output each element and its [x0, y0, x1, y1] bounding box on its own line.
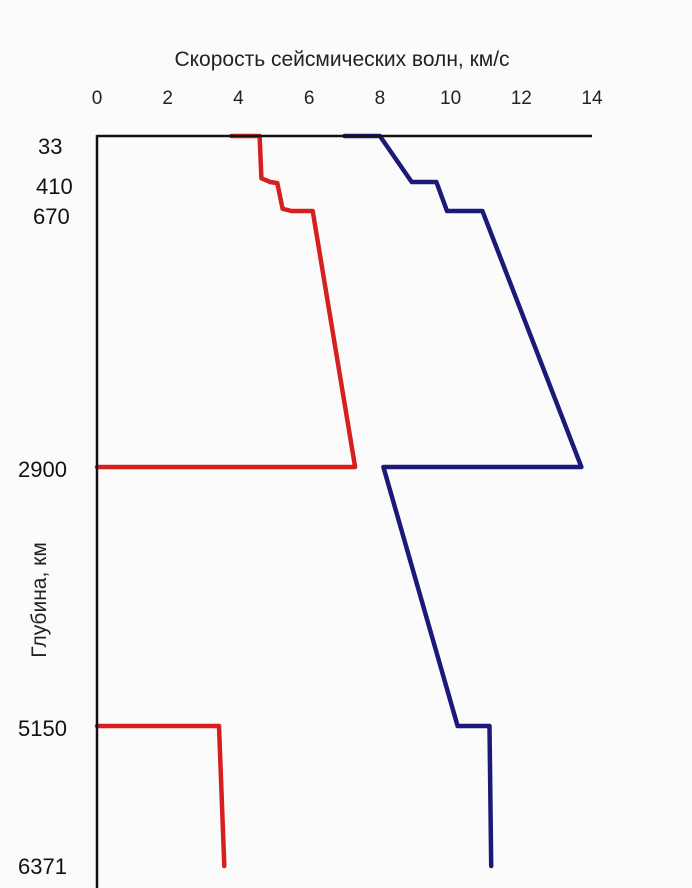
y-axis-label: Глубина, км	[28, 542, 51, 658]
x-tick-label: 14	[581, 88, 603, 109]
y-tick-labels: 33 410 670 2900 5150 6371	[18, 134, 73, 879]
x-tick-label: 2	[162, 88, 173, 109]
series-lines	[94, 133, 584, 869]
y-tick-label: 6371	[18, 854, 67, 879]
series-2-line-segment-1	[342, 133, 584, 869]
y-tick-label: 670	[33, 204, 70, 229]
x-tick-label: 0	[92, 88, 103, 109]
chart-title: Скорость сейсмических волн, км/с	[174, 48, 509, 71]
x-tick-label: 4	[233, 88, 244, 109]
y-tick-label: 33	[38, 134, 62, 159]
series-1-line-segment-2	[94, 723, 227, 869]
y-tick-label: 2900	[18, 457, 67, 482]
y-tick-label: 410	[36, 174, 73, 199]
x-tick-labels: 0 2 4 6 8 10 12 14	[92, 88, 603, 109]
x-tick-label: 10	[440, 88, 461, 109]
y-tick-label: 5150	[18, 716, 67, 741]
x-tick-label: 8	[375, 88, 386, 109]
series-1-line-segment-1	[94, 133, 358, 470]
x-tick-label: 6	[304, 88, 315, 109]
x-tick-label: 12	[511, 88, 532, 109]
